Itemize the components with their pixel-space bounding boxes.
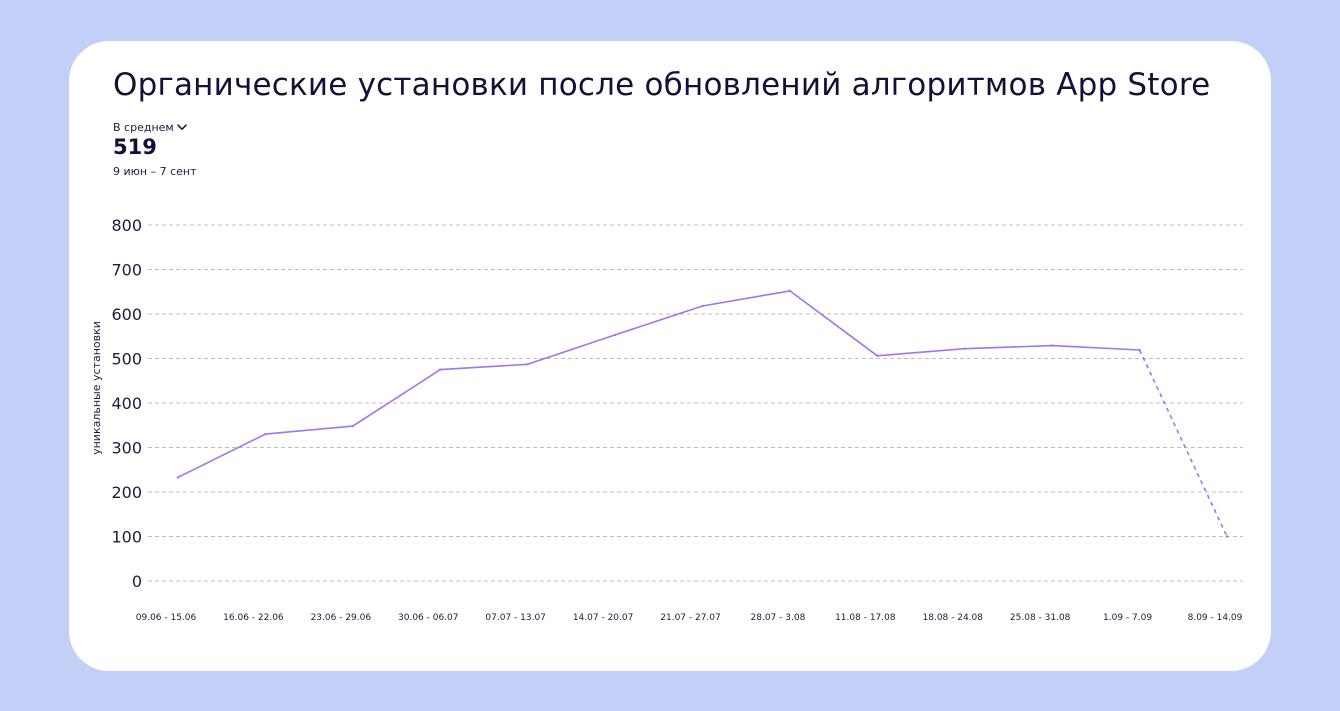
y-tick-label: 300 [111, 439, 142, 458]
x-tick-label: 07.07 - 13.07 [485, 613, 546, 623]
y-tick-label: 100 [111, 528, 142, 547]
average-dropdown[interactable]: В среднем [113, 121, 187, 134]
x-axis-ticks: 09.06 - 15.06 16.06 - 22.06 23.06 - 29.06 3… [136, 613, 1243, 623]
data-point [264, 432, 267, 436]
data-point [439, 368, 442, 371]
average-value: 519 [113, 135, 157, 159]
y-tick-label: 600 [111, 305, 142, 324]
data-point [963, 347, 966, 350]
data-point [701, 304, 704, 308]
data-point [613, 333, 617, 337]
x-tick-label: 30.06 - 06.07 [398, 613, 459, 623]
x-tick-label: 14.07 - 20.07 [573, 613, 634, 623]
data-point [788, 289, 792, 293]
data-point [1225, 535, 1229, 538]
average-period: 9 июн – 7 сент [113, 165, 197, 178]
x-tick-label: 25.08 - 31.08 [1010, 613, 1071, 623]
y-axis-label: уникальные установки [90, 321, 103, 455]
series-lines [176, 289, 1229, 538]
y-tick-label: 800 [111, 216, 142, 235]
data-point [1050, 344, 1054, 347]
y-tick-label: 700 [111, 261, 142, 280]
y-tick-label: 400 [111, 394, 142, 413]
data-point [176, 476, 180, 479]
data-point [351, 424, 355, 428]
gridlines [148, 224, 1243, 582]
y-tick-label: 500 [111, 350, 142, 369]
y-tick-label: 200 [111, 483, 142, 502]
data-point [876, 354, 879, 358]
x-tick-label: 09.06 - 15.06 [136, 613, 197, 623]
x-tick-label: 18.08 - 24.08 [923, 613, 984, 623]
x-tick-label: 11.08 - 17.08 [835, 613, 896, 623]
chevron-down-icon [176, 124, 187, 131]
chart-title: Органические установки после обновлений … [113, 67, 1211, 103]
average-dropdown-label: В среднем [113, 121, 174, 134]
y-tick-label: 0 [132, 572, 142, 591]
y-axis-ticks: 0 100 200 300 400 500 600 700 800 [111, 216, 142, 591]
x-tick-label: 16.06 - 22.06 [223, 613, 284, 623]
x-tick-label: 28.07 - 3.08 [751, 613, 806, 623]
data-point [1138, 348, 1141, 352]
chart-card: Органические установки после обновлений … [69, 41, 1271, 671]
x-tick-label: 8.09 - 14.09 [1188, 613, 1243, 623]
data-point [526, 363, 529, 366]
series-line-projection [1138, 349, 1228, 537]
series-line [177, 290, 1140, 479]
x-tick-label: 23.06 - 29.06 [311, 613, 372, 623]
x-tick-label: 1.09 - 7.09 [1103, 613, 1152, 623]
x-tick-label: 21.07 - 27.07 [660, 613, 721, 623]
